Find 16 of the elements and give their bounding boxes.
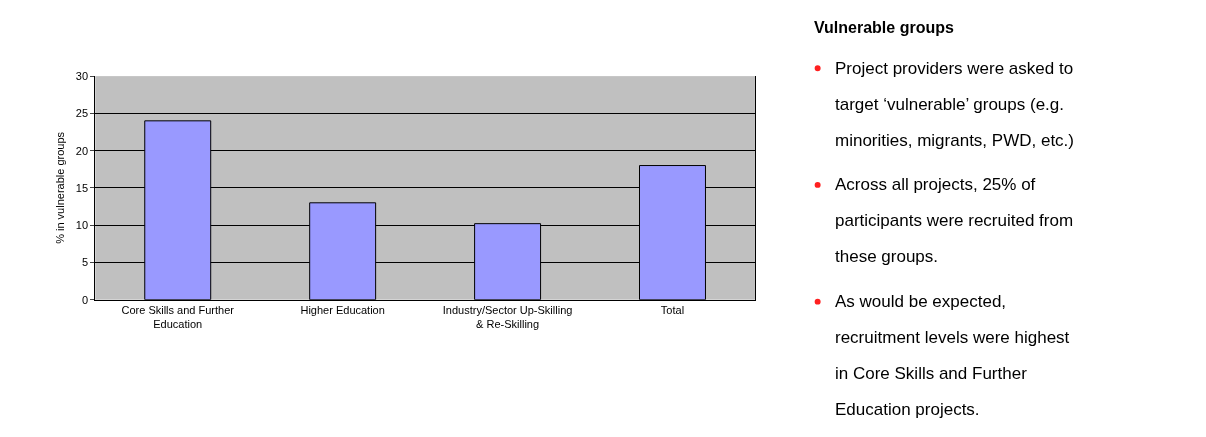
x-tick-label: Total [660,303,685,316]
text: Across all projects, 25% of participants were recruited from these groups. [835,175,1074,266]
text: As would be expected, recruitment levels were highest in Core Skills and Further Education projects. [835,292,1070,419]
x-tick-label: Higher Education [300,303,385,316]
x-tick-label: Core Skills and Further Education [121,303,235,331]
y-axis-title: % in vulnerable groups [54,131,67,244]
text: Vulnerable groups [814,19,954,36]
y-tick-label: 15 [75,181,89,194]
x-tick-label: Industry/Sector Up-Skilling & Re-Skilling [442,303,573,331]
y-tick-label: 25 [75,107,89,120]
y-tick-label: 30 [75,69,89,82]
y-tick-label: 20 [75,144,89,157]
y-tick-label: 5 [81,256,89,269]
text: Project providers were asked to target ‘vulnerable’ groups (e.g. minorities, migrants, PWD, etc.) [835,59,1074,150]
y-tick-label: 10 [75,219,89,232]
y-tick-label: 0 [81,293,89,306]
